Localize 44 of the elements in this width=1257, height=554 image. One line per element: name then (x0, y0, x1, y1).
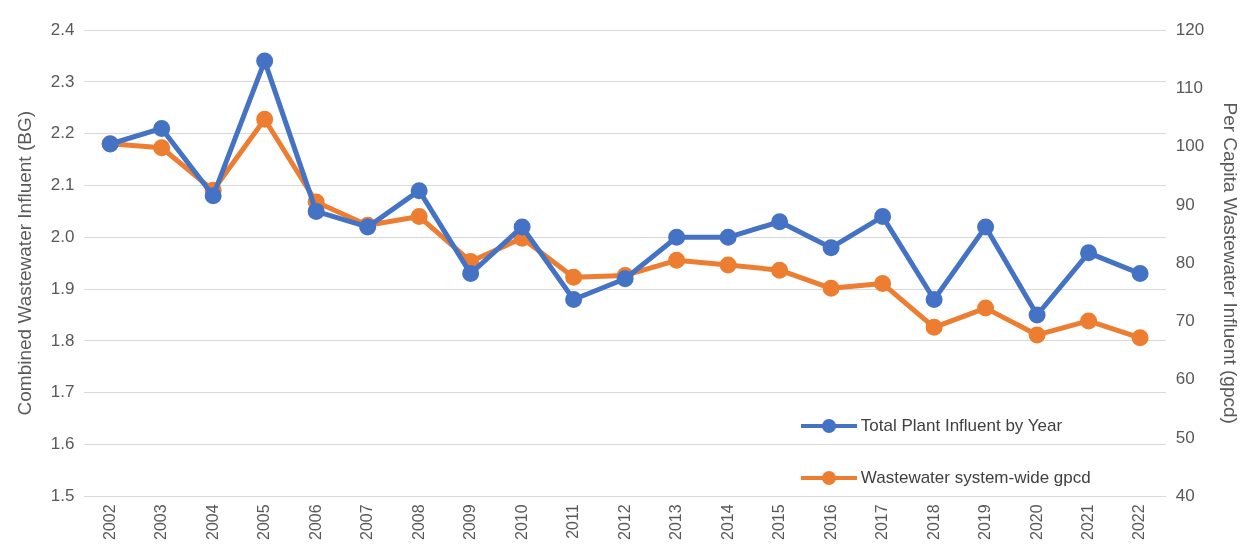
legend-label: Wastewater system-wide gpcd (860, 468, 1091, 489)
x-tick-label: 2015 (770, 504, 788, 540)
x-tick-label: 2014 (718, 504, 736, 540)
y2-tick-label: 70 (1175, 311, 1195, 331)
y-tick-label: 1.6 (50, 434, 75, 454)
y-tick-label: 1.7 (50, 382, 75, 402)
x-tick-label: 2019 (976, 504, 994, 540)
x-tick-label: 2013 (667, 504, 685, 540)
x-tick-label: 2012 (615, 504, 633, 540)
x-tick-label: 2011 (564, 504, 582, 539)
x-tick-label: 2002 (100, 504, 118, 540)
y-tick-label: 1.5 (50, 486, 75, 506)
y2-tick-label: 80 (1175, 252, 1195, 272)
x-tick-label: 2021 (1079, 504, 1096, 540)
x-tick-label: 2007 (358, 504, 376, 540)
x-tick-label: 2020 (1027, 504, 1045, 540)
y2-axis-title: Per Capita Wastewater Influent (gpcd) (1220, 102, 1242, 424)
y-axis-title: Combined Wastewater Influent (BG) (13, 110, 35, 416)
y2-tick-label: 100 (1175, 136, 1205, 156)
x-tick-label: 2008 (409, 504, 427, 540)
y-tick-label: 1.9 (50, 278, 75, 298)
y2-tick-label: 50 (1175, 427, 1195, 447)
x-tick-label: 2016 (821, 504, 839, 540)
x-tick-label: 2009 (461, 504, 479, 540)
y-tick-label: 2.4 (50, 19, 75, 39)
y2-tick-label: 110 (1175, 77, 1203, 97)
x-tick-label: 2006 (306, 504, 324, 540)
y-tick-label: 2.2 (50, 123, 75, 143)
y2-tick-label: 60 (1175, 369, 1195, 389)
legend-label: Total Plant Influent by Year (860, 416, 1063, 437)
y-tick-label: 1.8 (50, 330, 75, 350)
y-tick-label: 2.3 (50, 71, 75, 91)
y2-tick-label: 120 (1175, 19, 1205, 39)
y2-tick-label: 40 (1175, 486, 1195, 506)
y-tick-label: 2.1 (50, 175, 75, 195)
x-tick-label: 2005 (255, 504, 273, 540)
x-tick-label: 2017 (873, 504, 891, 540)
y-tick-label: 2.0 (50, 226, 75, 246)
x-tick-label: 2010 (512, 504, 530, 540)
x-tick-label: 2004 (203, 504, 221, 540)
x-tick-label: 2022 (1130, 504, 1148, 540)
y2-tick-label: 90 (1175, 194, 1195, 214)
x-tick-label: 2003 (152, 504, 170, 540)
x-tick-label: 2018 (924, 504, 942, 540)
